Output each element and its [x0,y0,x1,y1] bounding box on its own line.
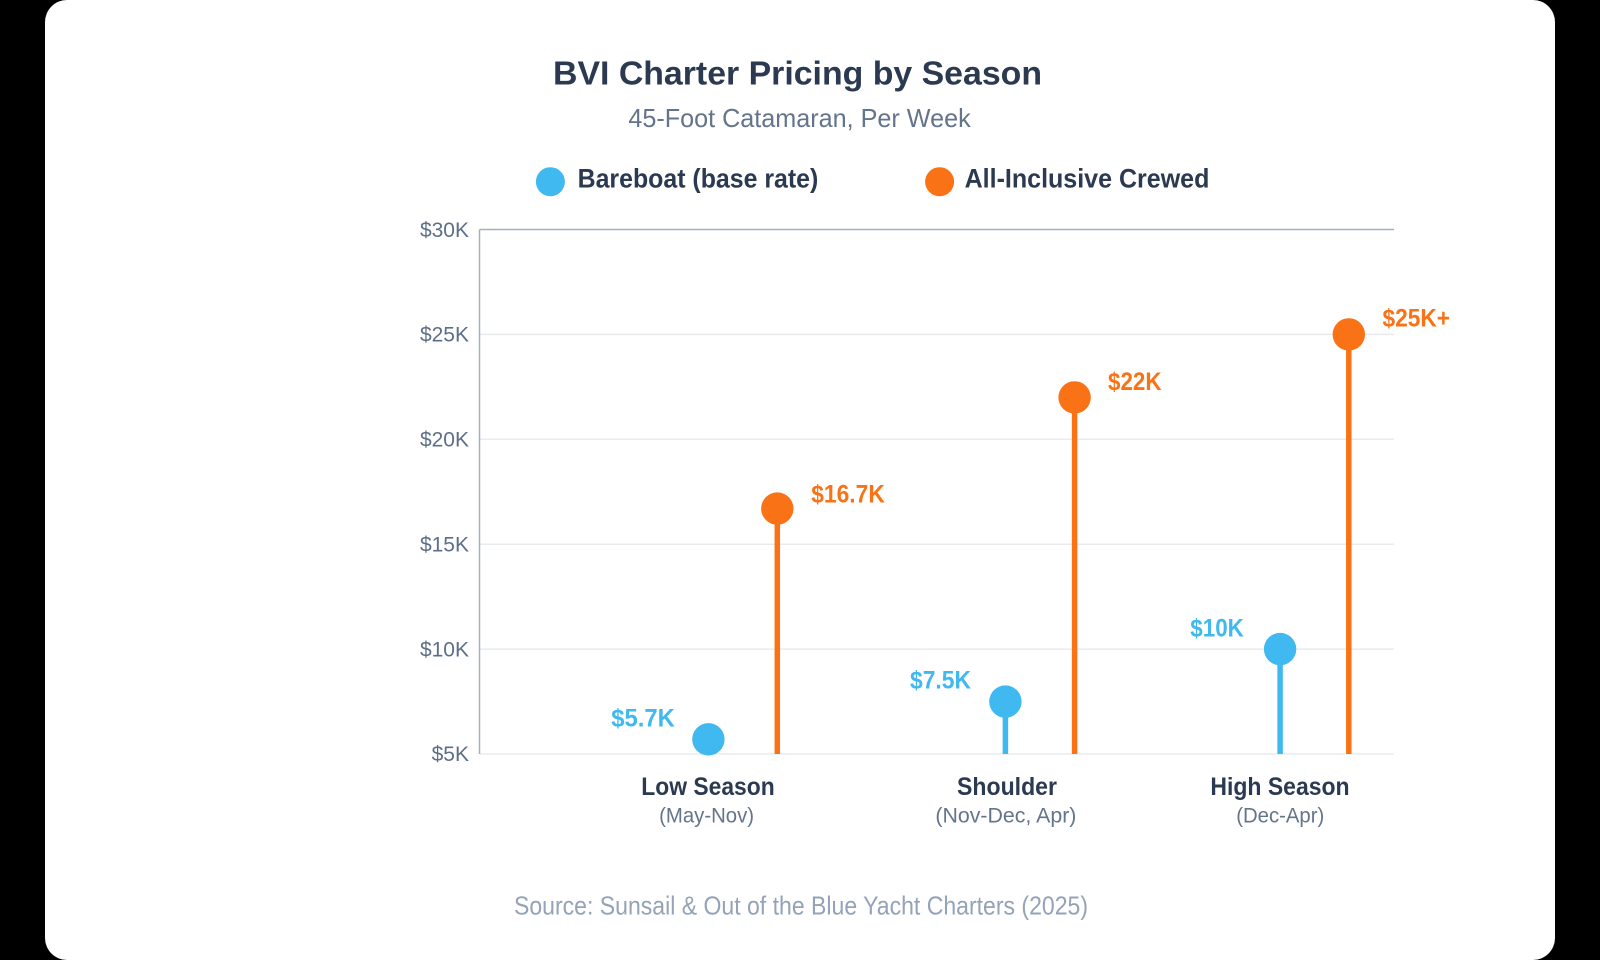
svg-text:Source: Sunsail & Out of the B: Source: Sunsail & Out of the Blue Yacht … [514,890,1088,920]
svg-text:$20K: $20K [420,429,469,452]
svg-text:$22K: $22K [1108,368,1162,396]
svg-text:$5.7K: $5.7K [611,705,675,733]
svg-text:$10K: $10K [420,638,469,661]
svg-text:Bareboat (base rate): Bareboat (base rate) [578,163,819,193]
svg-text:$5K: $5K [432,743,469,766]
svg-text:BVI Charter Pricing by Season: BVI Charter Pricing by Season [553,55,1042,92]
svg-text:(May-Nov): (May-Nov) [659,805,754,828]
svg-text:$25K+: $25K+ [1383,305,1451,333]
svg-text:$25K: $25K [420,324,469,347]
svg-text:Low Season: Low Season [641,773,774,801]
svg-text:$30K: $30K [420,219,469,242]
svg-text:(Dec-Apr): (Dec-Apr) [1236,805,1324,828]
svg-text:All-Inclusive Crewed: All-Inclusive Crewed [965,163,1210,193]
svg-text:45-Foot Catamaran, Per Week: 45-Foot Catamaran, Per Week [628,103,971,133]
svg-text:High Season: High Season [1210,773,1349,801]
svg-text:$7.5K: $7.5K [910,666,971,694]
svg-text:$10K: $10K [1190,615,1244,643]
svg-text:(Nov-Dec, Apr): (Nov-Dec, Apr) [935,805,1076,828]
svg-text:$15K: $15K [420,533,469,556]
svg-text:Shoulder: Shoulder [957,773,1057,801]
svg-text:$16.7K: $16.7K [811,481,885,509]
